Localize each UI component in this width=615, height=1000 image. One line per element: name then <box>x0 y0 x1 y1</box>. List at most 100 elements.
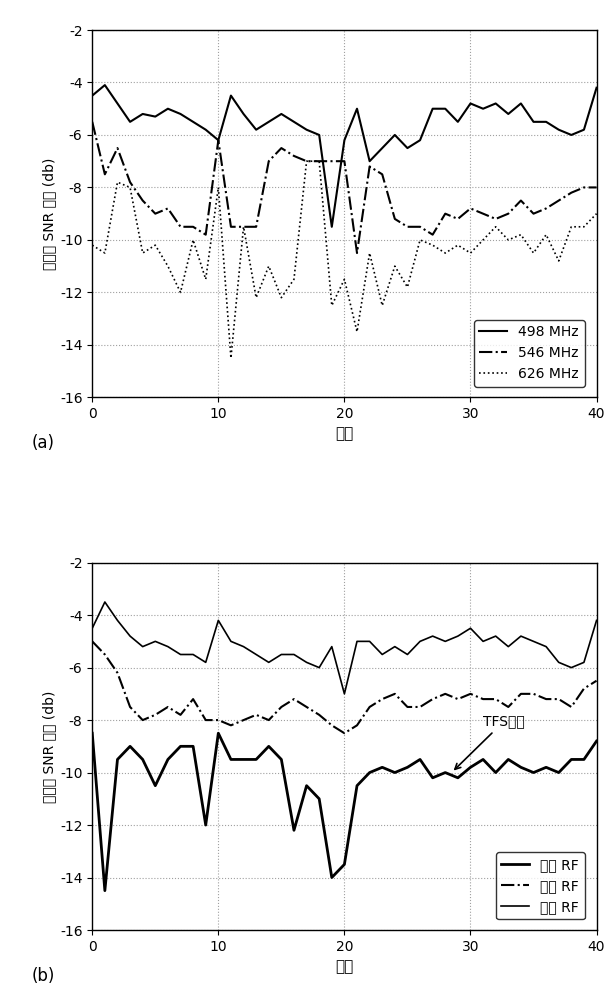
平均 RF <box>303 701 310 713</box>
最好 RF <box>151 635 159 647</box>
最差 RF <box>215 727 222 739</box>
平均 RF <box>114 667 121 679</box>
498 MHz <box>215 134 222 146</box>
最好 RF <box>442 635 449 647</box>
546 MHz <box>467 202 474 214</box>
平均 RF <box>504 701 512 713</box>
最差 RF <box>454 772 461 784</box>
最好 RF <box>177 648 184 660</box>
最差 RF <box>253 753 260 765</box>
498 MHz <box>328 221 336 233</box>
546 MHz <box>391 213 399 225</box>
498 MHz <box>555 124 562 136</box>
最好 RF <box>403 648 411 660</box>
平均 RF <box>341 727 348 739</box>
626 MHz <box>177 286 184 298</box>
平均 RF <box>265 714 272 726</box>
546 MHz <box>228 221 235 233</box>
546 MHz <box>328 155 336 167</box>
Text: (b): (b) <box>32 967 55 985</box>
最差 RF <box>593 735 600 747</box>
最好 RF <box>568 662 575 674</box>
最差 RF <box>416 753 424 765</box>
最好 RF <box>391 641 399 653</box>
最好 RF <box>290 648 298 660</box>
546 MHz <box>492 213 499 225</box>
546 MHz <box>202 229 209 241</box>
498 MHz <box>139 108 146 120</box>
498 MHz <box>467 97 474 109</box>
平均 RF <box>253 709 260 721</box>
最好 RF <box>530 635 538 647</box>
626 MHz <box>581 221 588 233</box>
最差 RF <box>366 767 373 779</box>
498 MHz <box>151 111 159 123</box>
498 MHz <box>278 108 285 120</box>
498 MHz <box>504 108 512 120</box>
最差 RF <box>177 740 184 752</box>
498 MHz <box>379 142 386 154</box>
626 MHz <box>164 260 172 272</box>
最好 RF <box>353 635 360 647</box>
498 MHz <box>403 142 411 154</box>
平均 RF <box>328 719 336 731</box>
Line: 498 MHz: 498 MHz <box>92 85 597 227</box>
546 MHz <box>454 213 461 225</box>
Y-axis label: 相对的 SNR 水平 (db): 相对的 SNR 水平 (db) <box>42 157 56 270</box>
最好 RF <box>379 648 386 660</box>
498 MHz <box>114 97 121 109</box>
546 MHz <box>315 155 323 167</box>
最好 RF <box>139 641 146 653</box>
498 MHz <box>480 103 487 115</box>
626 MHz <box>127 181 134 193</box>
498 MHz <box>366 155 373 167</box>
平均 RF <box>127 701 134 713</box>
平均 RF <box>403 701 411 713</box>
Text: TFS增益: TFS增益 <box>455 714 525 769</box>
平均 RF <box>151 709 159 721</box>
平均 RF <box>593 675 600 687</box>
最好 RF <box>228 635 235 647</box>
626 MHz <box>442 247 449 259</box>
626 MHz <box>530 247 538 259</box>
546 MHz <box>480 208 487 220</box>
546 MHz <box>581 181 588 193</box>
626 MHz <box>366 247 373 259</box>
626 MHz <box>341 273 348 285</box>
平均 RF <box>101 648 109 660</box>
498 MHz <box>542 116 550 128</box>
最差 RF <box>164 753 172 765</box>
546 MHz <box>265 155 272 167</box>
平均 RF <box>177 709 184 721</box>
最好 RF <box>315 662 323 674</box>
最差 RF <box>530 767 538 779</box>
最好 RF <box>341 688 348 700</box>
546 MHz <box>240 221 247 233</box>
最好 RF <box>278 648 285 660</box>
626 MHz <box>555 255 562 267</box>
最差 RF <box>290 824 298 836</box>
平均 RF <box>530 688 538 700</box>
498 MHz <box>341 134 348 146</box>
平均 RF <box>290 693 298 705</box>
626 MHz <box>101 247 109 259</box>
498 MHz <box>127 116 134 128</box>
546 MHz <box>504 208 512 220</box>
626 MHz <box>467 247 474 259</box>
626 MHz <box>379 300 386 312</box>
平均 RF <box>278 701 285 713</box>
546 MHz <box>89 116 96 128</box>
Line: 平均 RF: 平均 RF <box>92 641 597 733</box>
626 MHz <box>492 221 499 233</box>
X-axis label: 样本: 样本 <box>335 427 354 442</box>
546 MHz <box>253 221 260 233</box>
498 MHz <box>253 124 260 136</box>
498 MHz <box>530 116 538 128</box>
平均 RF <box>581 683 588 695</box>
平均 RF <box>139 714 146 726</box>
平均 RF <box>517 688 525 700</box>
平均 RF <box>366 701 373 713</box>
最好 RF <box>164 641 172 653</box>
最差 RF <box>568 753 575 765</box>
626 MHz <box>353 326 360 338</box>
